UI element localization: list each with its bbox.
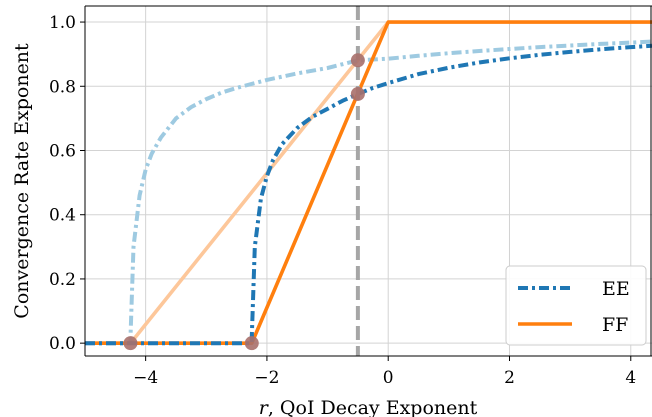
intersection-marker bbox=[244, 336, 259, 351]
x-tick-label: 4 bbox=[625, 368, 636, 388]
x-axis-label-text: , QoI Decay Exponent bbox=[268, 397, 478, 417]
legend: EE FF bbox=[505, 265, 647, 346]
series-ee-line bbox=[85, 43, 652, 346]
plot-frame bbox=[84, 5, 652, 357]
x-axis-label: r, QoI Decay Exponent bbox=[259, 397, 478, 417]
y-tick-label: 1.0 bbox=[49, 13, 76, 33]
y-tick-label: 0.6 bbox=[49, 141, 76, 161]
series-ff-line bbox=[85, 20, 652, 346]
x-axis-label-variable: r bbox=[259, 397, 270, 417]
intersection-marker bbox=[350, 86, 365, 101]
intersection-marker bbox=[350, 53, 365, 68]
series-reference-line bbox=[85, 39, 652, 346]
legend-label-ff: FF bbox=[602, 314, 628, 336]
series-layer bbox=[85, 6, 652, 356]
y-tick-label: 0.2 bbox=[49, 270, 76, 290]
x-tick-label: 2 bbox=[504, 368, 515, 388]
y-tick-label: 0.4 bbox=[49, 206, 76, 226]
x-tick-label: −4 bbox=[133, 368, 158, 388]
y-axis-label: Convergence Rate Exponent bbox=[11, 43, 33, 319]
y-tick-label: 0.0 bbox=[49, 334, 76, 354]
ticks: −4 −2 0 2 4 0.0 0.2 0.4 0.6 0.8 1.0 bbox=[49, 13, 636, 388]
x-tick-label: −2 bbox=[254, 368, 279, 388]
x-tick-label: 0 bbox=[383, 368, 394, 388]
y-tick-label: 0.8 bbox=[49, 77, 76, 97]
legend-label-ee: EE bbox=[602, 278, 630, 300]
intersection-marker bbox=[123, 336, 138, 351]
